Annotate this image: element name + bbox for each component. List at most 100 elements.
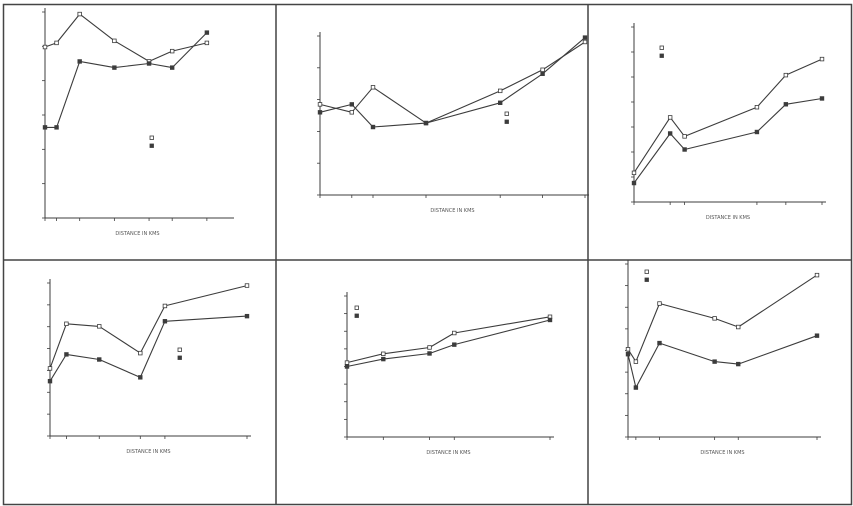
data-point xyxy=(54,40,59,46)
x-axis-label: DISTANCE IN KMS xyxy=(706,215,750,221)
data-point xyxy=(736,324,741,330)
data-point xyxy=(77,59,82,64)
data-point xyxy=(547,317,553,323)
data-point xyxy=(633,385,639,390)
data-point xyxy=(682,134,687,139)
data-point xyxy=(42,44,48,50)
data-point xyxy=(631,180,637,186)
data-point xyxy=(138,375,143,380)
legend xyxy=(659,45,664,58)
x-axis-label: DISTANCE IN KMS xyxy=(426,450,470,456)
legend xyxy=(354,305,359,318)
data-point xyxy=(381,351,386,357)
data-point xyxy=(631,170,637,176)
legend-marker-2 xyxy=(644,277,649,282)
legend-marker-1 xyxy=(354,305,359,310)
data-point xyxy=(64,352,69,357)
data-point xyxy=(77,11,82,17)
data-point xyxy=(814,333,820,338)
data-point xyxy=(97,357,102,362)
data-point xyxy=(736,361,741,367)
data-point xyxy=(146,61,152,66)
legend-marker-1 xyxy=(644,269,649,274)
data-point xyxy=(42,125,48,130)
data-point xyxy=(244,313,250,319)
data-point xyxy=(754,129,760,135)
data-point xyxy=(97,324,102,329)
series-line-2 xyxy=(633,97,823,184)
data-point xyxy=(625,347,631,352)
data-point xyxy=(497,100,503,105)
series-line-1 xyxy=(49,285,248,369)
data-point xyxy=(47,378,53,384)
x-axis-label: DISTANCE IN KMS xyxy=(115,231,159,237)
data-point xyxy=(138,350,143,356)
data-point xyxy=(657,301,662,306)
legend xyxy=(177,347,182,360)
series-line-2 xyxy=(627,335,818,389)
sheet-border xyxy=(2,3,853,506)
data-point xyxy=(497,88,503,94)
data-point xyxy=(162,303,168,309)
data-point xyxy=(47,366,53,371)
data-point xyxy=(349,110,354,115)
data-point xyxy=(169,65,175,70)
data-point xyxy=(244,283,250,288)
data-point xyxy=(783,102,789,107)
data-point xyxy=(169,48,175,54)
data-point xyxy=(64,321,69,326)
data-point xyxy=(667,115,673,120)
data-point xyxy=(667,131,673,136)
data-point xyxy=(54,125,59,130)
data-point xyxy=(712,316,717,321)
data-point xyxy=(381,356,386,362)
legend-marker-1 xyxy=(659,45,664,50)
data-point xyxy=(452,342,457,347)
legend-marker-1 xyxy=(504,111,509,116)
data-point xyxy=(783,72,789,78)
data-point xyxy=(452,330,457,336)
data-point xyxy=(814,272,820,278)
data-point xyxy=(427,345,432,350)
series-line-2 xyxy=(49,315,248,382)
data-point xyxy=(112,38,117,44)
legend-marker-2 xyxy=(149,143,154,148)
data-point xyxy=(162,319,168,324)
data-point xyxy=(204,40,210,46)
data-point xyxy=(633,359,639,364)
data-point xyxy=(349,102,354,107)
legend-marker-1 xyxy=(177,347,182,352)
data-point xyxy=(317,110,323,115)
data-point xyxy=(540,71,545,76)
legend-marker-2 xyxy=(354,313,359,318)
legend-marker-2 xyxy=(659,53,664,58)
legend xyxy=(644,269,649,282)
x-axis-label: DISTANCE IN KMS xyxy=(700,450,744,456)
data-point xyxy=(317,102,323,107)
data-point xyxy=(112,65,117,70)
data-point xyxy=(712,359,717,364)
legend-marker-2 xyxy=(177,355,182,360)
data-point xyxy=(819,56,825,62)
data-point xyxy=(423,120,429,126)
legend xyxy=(149,135,154,148)
legend xyxy=(504,111,509,124)
data-point xyxy=(370,124,376,130)
data-point xyxy=(819,96,825,101)
legend-marker-1 xyxy=(149,135,154,140)
series-line-1 xyxy=(633,58,823,174)
data-point xyxy=(204,30,210,35)
data-point xyxy=(682,147,687,152)
data-point xyxy=(657,340,662,346)
legend-marker-2 xyxy=(504,119,509,124)
data-point xyxy=(427,351,432,356)
data-point xyxy=(370,85,376,90)
data-point xyxy=(625,352,631,357)
